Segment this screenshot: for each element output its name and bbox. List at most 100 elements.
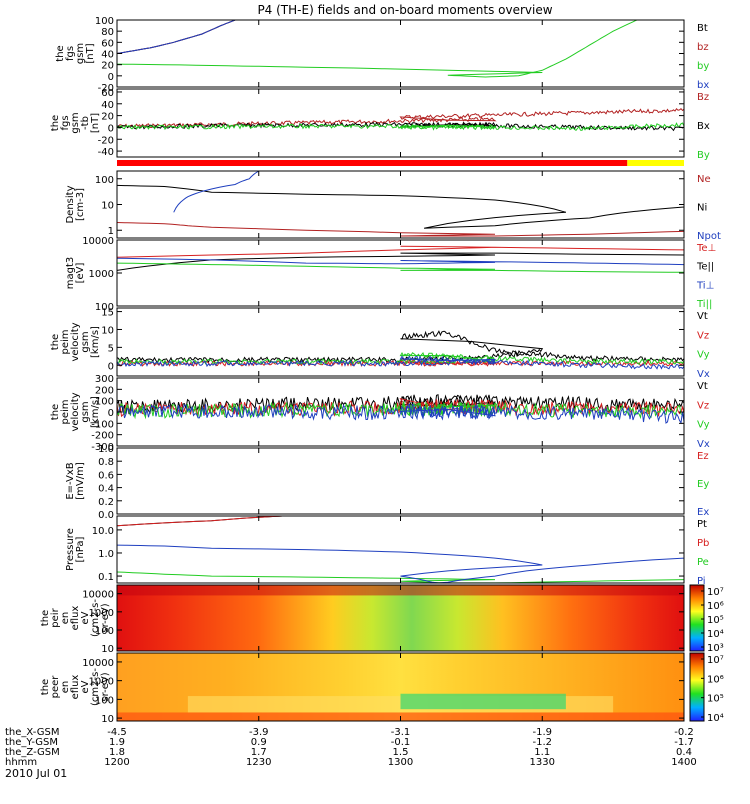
temperature-ylabel: magt3[eV] <box>65 257 86 290</box>
electron-spectrogram-ytick: 10000 <box>82 658 114 669</box>
fgs-dsl-series-2 <box>117 122 684 131</box>
ion-spectrogram-ytick: 10 <box>101 644 114 655</box>
temperature-series-3 <box>117 262 684 274</box>
temperature-legend-2: Ti⊥ <box>696 280 714 291</box>
x-row-label: the_X-GSM <box>5 727 59 738</box>
fgs-gse-legend-3: bx <box>697 80 709 91</box>
temperature-series-1 <box>117 252 684 271</box>
electron-band-green <box>400 693 566 710</box>
fgs-dsl-series-0 <box>117 108 684 129</box>
x-row-value: -1.2 <box>532 737 552 748</box>
electron-spectrogram-colorbar-tick: 10⁷ <box>707 655 724 666</box>
pressure-ytick: 1.0 <box>98 549 114 560</box>
panel-temperature: Te⊥ Te|| Ti⊥ Ti|| 100 1000 10000 magt3[eV] <box>65 236 716 313</box>
vel-esa-ytick: 100 <box>95 397 114 408</box>
fgs-dsl-ytick: -40 <box>98 147 114 158</box>
efield-ytick: 0.2 <box>98 497 114 508</box>
ion-spectrogram-heat <box>117 585 684 651</box>
x-row-value: 1330 <box>530 757 555 768</box>
efield-ytick: 0.4 <box>98 484 114 495</box>
vel-perp-ytick: 10 <box>101 325 114 336</box>
fgs-dsl-ytick: 60 <box>101 88 114 99</box>
vel-esa-series-0 <box>117 393 684 415</box>
ion-spectrogram-ylabel: thepeirenefluxeV(cm2-s-sr-eV) <box>40 599 111 637</box>
electron-spectrogram-ytick: 100 <box>95 695 114 706</box>
density-series-0 <box>117 222 684 237</box>
efield-ytick: 0.0 <box>98 510 114 521</box>
date-label: 2010 Jul 01 <box>5 767 67 780</box>
vel-perp-ylabel: thepeimvelocitygsm[km/s] <box>50 322 101 361</box>
electron-spectrogram-colorbar-tick: 10⁴ <box>707 713 724 724</box>
temperature-legend-0: Te⊥ <box>696 243 716 254</box>
x-row-value: 1.1 <box>534 747 550 758</box>
fgs-gse-ytick: 60 <box>101 38 114 49</box>
temperature-series-0 <box>117 245 684 258</box>
temperature-ytick: 1000 <box>89 269 114 280</box>
density-legend-0: Ne <box>697 174 711 185</box>
x-row-value: 1.7 <box>251 747 267 758</box>
ion-spectrogram-colorbar-tick: 10⁵ <box>707 615 724 626</box>
fgs-gse-legend-0: Bt <box>697 23 708 34</box>
temperature-legend-1: Te|| <box>696 262 714 273</box>
vel-esa-ylabel: thepeimvelocitygsm[km/s] <box>50 392 101 431</box>
x-row-value: 0.9 <box>251 737 267 748</box>
pressure-series-1 <box>117 516 283 527</box>
vel-perp-legend-2: Vy <box>697 350 710 361</box>
x-row-value: 1200 <box>104 757 129 768</box>
vel-perp-legend-0: Vt <box>697 311 708 322</box>
pressure-legend-1: Pb <box>697 538 709 549</box>
plot-title: P4 (TH-E) fields and on-board moments ov… <box>257 3 552 17</box>
vel-perp-legend-3: Vx <box>697 369 710 380</box>
vel-esa-ytick: -200 <box>91 431 114 442</box>
fgs-gse-ytick: 100 <box>95 16 114 27</box>
electron-spectrogram-ytick: 10 <box>101 714 114 725</box>
fgs-dsl-ytick: -20 <box>98 135 114 146</box>
vel-perp-ytick: 5 <box>108 343 114 354</box>
ion-spectrogram-colorbar-tick: 10⁶ <box>707 601 724 612</box>
panel-electron-spectrogram: 10⁴ 10⁵ 10⁶ 10⁷ 10 100 1000 10000thepeereneflux… <box>40 652 724 725</box>
pressure-legend-0: Pt <box>697 519 707 530</box>
vel-perp-series-2 <box>117 351 684 366</box>
x-row-value: 0.4 <box>676 747 692 758</box>
ion-spectrogram-colorbar-tick: 10³ <box>707 643 724 654</box>
panel-pressure: Pt Pb Pe Pi 0.1 1.0 10.0 Pressure[nPa] <box>65 515 709 587</box>
x-row-value: -0.2 <box>674 727 694 738</box>
electron-spectrogram-colorbar <box>689 652 705 722</box>
x-axis-table: the_X-GSM -4.5 -3.9 -3.1 -1.9 -0.2 the_Y-GSM 1.… <box>5 727 697 768</box>
pressure-ytick: 0.1 <box>98 572 114 583</box>
temperature-ytick: 10000 <box>82 236 114 247</box>
vel-esa-ytick: 300 <box>95 374 114 385</box>
pressure-legend-3: Pi <box>697 576 706 587</box>
efield-ylabel: E=-VxB[mV/m] <box>65 462 86 500</box>
vel-esa-legend-2: Vy <box>697 420 710 431</box>
pressure-ylabel: Pressure[nPa] <box>65 528 86 571</box>
mode-bar <box>117 160 684 166</box>
vel-esa-ytick: -100 <box>91 419 114 430</box>
x-row-value: -1.9 <box>532 727 552 738</box>
fgs-gse-legend-1: bz <box>697 42 709 53</box>
efield-legend-2: Ex <box>697 507 709 518</box>
x-row-value: -3.1 <box>391 727 411 738</box>
temperature-legend-3: Ti|| <box>696 299 712 310</box>
density-ytick: 100 <box>95 175 114 186</box>
fgs-dsl-ytick: 20 <box>101 112 114 123</box>
density-ytick: 10 <box>101 201 114 212</box>
density-ytick: 1 <box>108 226 114 237</box>
vel-perp-ytick: 0 <box>108 361 114 372</box>
density-series-1 <box>117 184 684 229</box>
panel-density: Ne Ni Npot 1 10 100 Density[cm-3] <box>65 170 721 242</box>
x-row-value: -0.1 <box>391 737 411 748</box>
mode-bar-segment-0 <box>117 160 628 166</box>
efield-legend-1: Ey <box>697 479 709 490</box>
vel-perp-legend-1: Vz <box>697 330 709 341</box>
fgs-gse-ytick: -20 <box>98 83 114 94</box>
ion-spectrogram-ytick: 100 <box>95 626 114 637</box>
electron-spectrogram-colorbar-tick: 10⁶ <box>707 674 724 685</box>
density-legend-2: Npot <box>697 231 721 242</box>
